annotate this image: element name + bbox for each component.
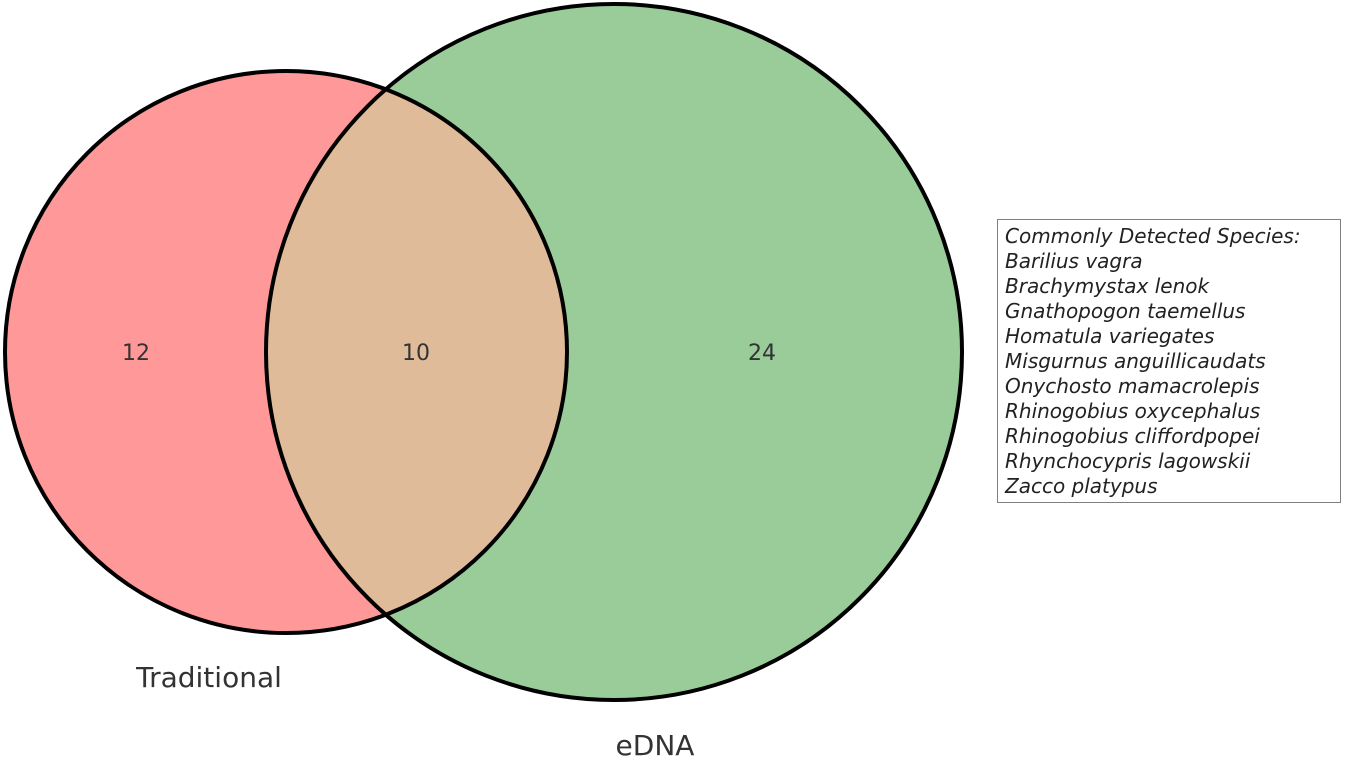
legend-item: Rhynchocypris lagowskii	[1005, 449, 1251, 473]
edna-label: eDNA	[616, 729, 695, 759]
legend-item: Zacco platypus	[1005, 474, 1158, 498]
species-legend: Commonly Detected Species: Barilius vagr…	[997, 219, 1341, 503]
edna-only-count: 24	[748, 341, 776, 366]
legend-title: Commonly Detected Species:	[1005, 224, 1301, 248]
edna-circle-outline	[264, 2, 964, 702]
legend-item: Brachymystax lenok	[1005, 274, 1210, 298]
traditional-label: Traditional	[135, 661, 282, 694]
legend-item: Rhinogobius oxycephalus	[1005, 399, 1261, 423]
traditional-circle-outline	[3, 69, 569, 635]
legend-item: Onychosto mamacrolepis	[1005, 374, 1260, 398]
intersection-region	[266, 71, 567, 633]
legend-item: Barilius vagra	[1005, 249, 1143, 273]
legend-item: Misgurnus anguillicaudats	[1005, 349, 1266, 373]
legend-item: Homatula variegates	[1005, 324, 1215, 348]
intersection-count: 10	[402, 341, 430, 366]
traditional-only-count: 12	[122, 341, 150, 366]
legend-item: Gnathopogon taemellus	[1005, 299, 1246, 323]
legend-item: Rhinogobius cliffordpopei	[1005, 424, 1260, 448]
